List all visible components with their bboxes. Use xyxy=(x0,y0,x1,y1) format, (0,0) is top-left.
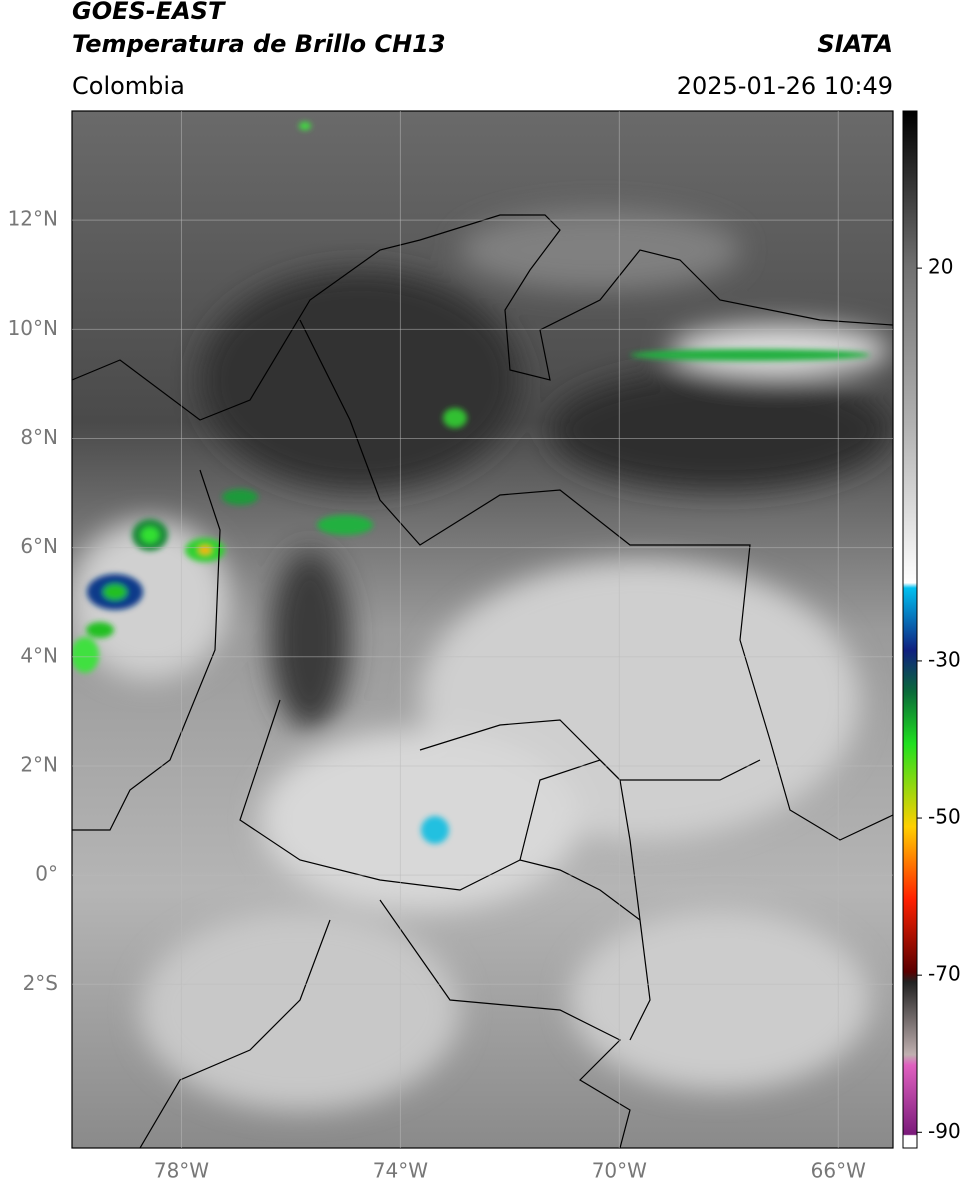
lon-tick-label: 78°W xyxy=(154,1159,209,1183)
lat-tick-label: 12°N xyxy=(8,207,58,231)
colorbar-tick-label: -90 xyxy=(928,1119,961,1143)
lat-tick-label: 4°N xyxy=(20,643,58,667)
lat-tick-label: 2°S xyxy=(23,971,58,995)
colorbar-tick-label: -50 xyxy=(928,805,961,829)
lat-tick-label: 8°N xyxy=(20,425,58,449)
lon-tick-label: 74°W xyxy=(373,1159,428,1183)
region: Colombia xyxy=(72,72,185,100)
datetime: 2025-01-26 10:49 xyxy=(677,72,893,100)
lat-tick-label: 10°N xyxy=(8,316,58,340)
source: SIATA xyxy=(817,30,893,58)
lat-tick-label: 2°N xyxy=(20,752,58,776)
title: GOES-EAST xyxy=(72,0,226,25)
colorbar-tick-label: 20 xyxy=(928,255,953,279)
lon-tick-label: 66°W xyxy=(811,1159,866,1183)
subtitle: Temperatura de Brillo CH13 xyxy=(72,30,446,58)
satellite-image xyxy=(72,111,893,1148)
lon-tick-label: 70°W xyxy=(592,1159,647,1183)
map-frame xyxy=(71,110,894,1149)
colorbar-tick-label: -70 xyxy=(928,962,961,986)
colorbar xyxy=(902,110,918,1149)
lat-tick-label: 6°N xyxy=(20,534,58,558)
lat-tick-label: 0° xyxy=(35,862,58,886)
colorbar-tick-label: -30 xyxy=(928,647,961,671)
